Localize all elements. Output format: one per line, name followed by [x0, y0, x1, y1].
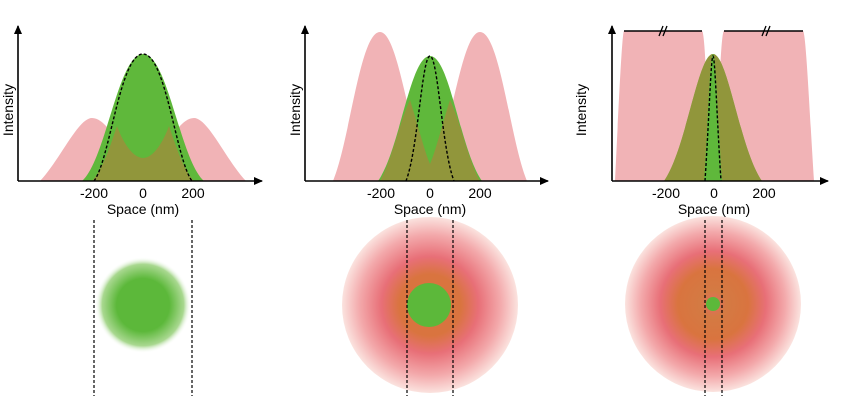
panel-3-focal-spot [706, 297, 720, 311]
panel-2-ylabel: Intensity [287, 84, 303, 136]
panel-1-xlabel: Space (nm) [107, 201, 179, 217]
panel-1-detected-psf [93, 53, 193, 181]
panel-3-depletion-profile [615, 31, 814, 181]
panel-2-detected-psf [405, 55, 455, 181]
panel-3-detected-peak [704, 54, 722, 181]
panel-2: Intensity -200 0 200 Space (nm) [287, 25, 549, 396]
panel-1-tick-0: 0 [139, 185, 147, 201]
panel-1-ylabel: Intensity [0, 84, 16, 136]
panel-2-tick-0: 0 [426, 185, 434, 201]
panel-2-overlap [380, 100, 480, 181]
panel-3-break-mark-left [658, 25, 668, 37]
panel-2-focal-spot [407, 283, 451, 327]
panel-3-tick-0: 0 [710, 185, 718, 201]
panel-2-tick-200: 200 [468, 185, 492, 201]
panel-3-detected-psf [704, 55, 722, 181]
panel-3-curves [615, 31, 814, 181]
panel-1-depletion-profile [40, 118, 246, 181]
panel-3-tick-200: 200 [752, 185, 776, 201]
panel-2-xlabel: Space (nm) [394, 201, 466, 217]
panel-2-tick-neg200: -200 [367, 185, 395, 201]
panel-1-overlap [92, 126, 194, 181]
panel-3-ylabel: Intensity [573, 84, 589, 136]
panel-3-tick-neg200: -200 [652, 185, 680, 201]
panel-1-tick-neg200: -200 [80, 185, 108, 201]
panel-2-depletion-profile [333, 32, 527, 181]
panel-3-break-mark-right [761, 25, 771, 37]
panel-2-curves [333, 32, 527, 181]
panel-3: Intensity -200 0 200 Space (nm) [573, 25, 829, 396]
panel-1-tick-200: 200 [181, 185, 205, 201]
panel-1-curves [40, 53, 246, 181]
panel-1-focal-spot [95, 257, 191, 353]
panel-1: Intensity -200 0 200 Space (nm) [0, 25, 263, 396]
panel-3-xlabel: Space (nm) [678, 201, 750, 217]
